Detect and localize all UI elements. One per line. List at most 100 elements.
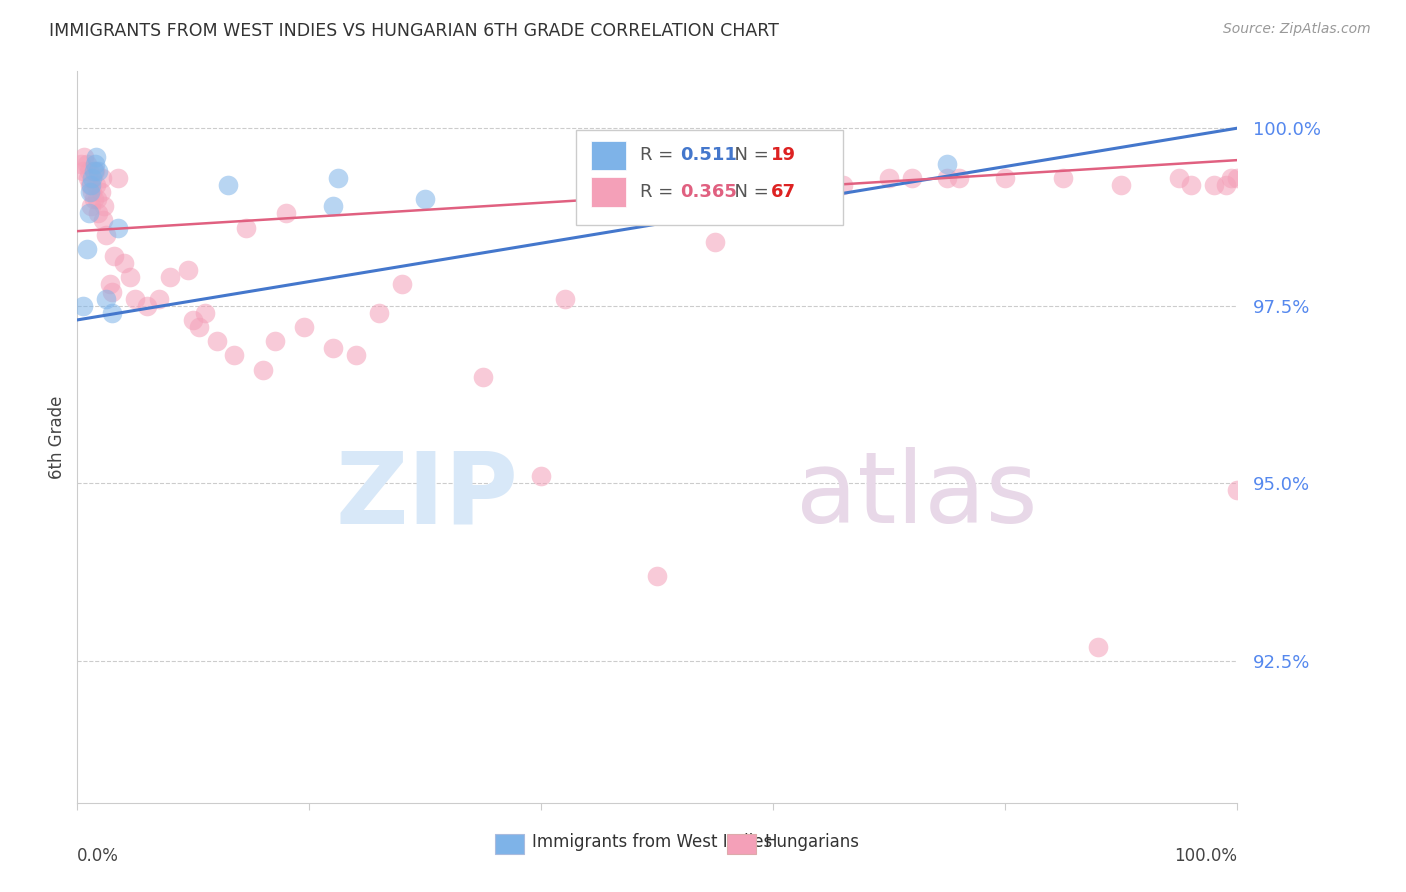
Text: R =: R =	[640, 146, 679, 164]
Point	[194, 306, 217, 320]
Point	[83, 163, 105, 178]
Point	[72, 163, 94, 178]
Point	[1180, 178, 1202, 192]
Point	[148, 292, 170, 306]
Point	[188, 320, 211, 334]
Point	[124, 292, 146, 306]
Point	[73, 150, 96, 164]
Point	[328, 170, 350, 185]
Point	[948, 170, 970, 185]
Point	[84, 150, 107, 164]
Point	[103, 249, 125, 263]
Point	[368, 306, 391, 320]
Point	[877, 170, 901, 185]
Y-axis label: 6th Grade: 6th Grade	[48, 395, 66, 479]
Text: N =: N =	[724, 146, 775, 164]
Point	[83, 192, 105, 206]
Text: Source: ZipAtlas.com: Source: ZipAtlas.com	[1223, 22, 1371, 37]
Point	[93, 199, 115, 213]
Point	[391, 277, 413, 292]
Point	[252, 362, 274, 376]
Point	[994, 170, 1017, 185]
Point	[91, 213, 114, 227]
Point	[704, 185, 727, 199]
Point	[69, 156, 91, 170]
Point	[1168, 170, 1191, 185]
Text: atlas: atlas	[796, 447, 1038, 544]
Point	[936, 170, 959, 185]
Text: IMMIGRANTS FROM WEST INDIES VS HUNGARIAN 6TH GRADE CORRELATION CHART: IMMIGRANTS FROM WEST INDIES VS HUNGARIAN…	[49, 22, 779, 40]
Text: 0.0%: 0.0%	[77, 847, 120, 864]
Point	[292, 320, 315, 334]
Text: 67: 67	[770, 183, 796, 201]
Point	[82, 185, 104, 199]
Point	[76, 156, 98, 170]
Text: ZIP: ZIP	[335, 447, 517, 544]
Point	[83, 156, 105, 170]
Point	[1226, 483, 1249, 498]
Text: Immigrants from West Indies: Immigrants from West Indies	[531, 832, 772, 851]
Point	[1052, 170, 1074, 185]
Point	[1215, 178, 1237, 192]
Point	[84, 178, 107, 192]
Point	[217, 178, 239, 192]
Point	[87, 163, 110, 178]
Point	[820, 178, 842, 192]
FancyBboxPatch shape	[576, 130, 844, 225]
Text: 19: 19	[770, 146, 796, 164]
Point	[118, 270, 141, 285]
Point	[101, 306, 124, 320]
Point	[762, 185, 785, 199]
Point	[530, 469, 553, 483]
Point	[321, 199, 344, 213]
Point	[72, 299, 94, 313]
Point	[159, 270, 181, 285]
Point	[79, 178, 101, 192]
Point	[86, 192, 108, 206]
Point	[1087, 640, 1109, 654]
FancyBboxPatch shape	[727, 833, 756, 854]
Point	[235, 220, 257, 235]
Text: N =: N =	[724, 183, 775, 201]
Text: R =: R =	[640, 183, 679, 201]
Text: 0.511: 0.511	[681, 146, 737, 164]
Point	[263, 334, 285, 349]
Point	[1220, 170, 1243, 185]
Point	[1111, 178, 1133, 192]
Point	[82, 170, 104, 185]
Text: 100.0%: 100.0%	[1174, 847, 1237, 864]
Point	[98, 277, 121, 292]
Text: 0.365: 0.365	[681, 183, 737, 201]
Point	[321, 341, 344, 355]
Point	[222, 348, 245, 362]
Point	[276, 206, 298, 220]
Point	[79, 185, 101, 199]
Point	[90, 170, 112, 185]
Point	[136, 299, 159, 313]
Point	[1226, 170, 1249, 185]
Point	[472, 369, 495, 384]
Point	[96, 227, 118, 242]
Point	[344, 348, 367, 362]
Point	[107, 220, 129, 235]
Text: Hungarians: Hungarians	[763, 832, 859, 851]
Point	[936, 156, 959, 170]
Point	[83, 163, 105, 178]
Point	[77, 206, 100, 220]
Point	[554, 292, 576, 306]
Point	[76, 242, 98, 256]
Point	[96, 292, 118, 306]
Point	[87, 206, 110, 220]
Point	[205, 334, 228, 349]
Point	[90, 185, 111, 199]
Point	[413, 192, 436, 206]
Point	[107, 170, 129, 185]
Point	[80, 199, 103, 213]
Point	[901, 170, 924, 185]
Point	[1202, 178, 1225, 192]
Point	[101, 285, 124, 299]
Point	[80, 178, 103, 192]
Point	[832, 178, 855, 192]
FancyBboxPatch shape	[591, 178, 626, 207]
Point	[183, 313, 205, 327]
